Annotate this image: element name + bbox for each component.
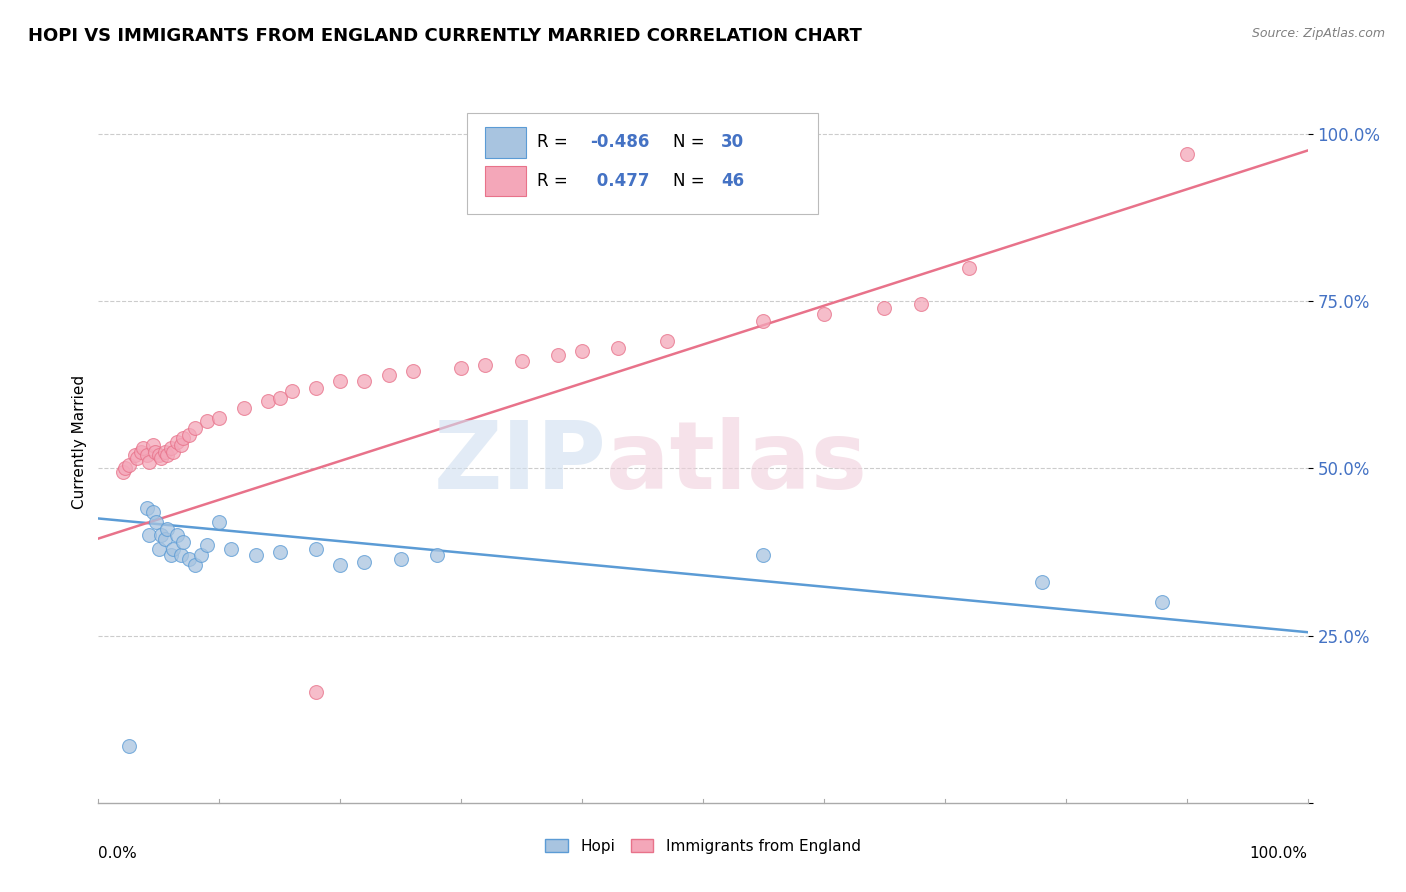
Point: [135, 448, 157, 462]
Point: [153, 444, 176, 458]
FancyBboxPatch shape: [485, 128, 526, 158]
Point: [910, 297, 932, 311]
Text: ZIP: ZIP: [433, 417, 606, 509]
Point: [957, 260, 980, 275]
Point: [813, 307, 835, 322]
Point: [195, 538, 218, 552]
Y-axis label: Currently Married: Currently Married: [72, 375, 87, 508]
Point: [135, 501, 157, 516]
Point: [256, 394, 278, 409]
Point: [426, 548, 449, 563]
Point: [208, 411, 231, 425]
Point: [873, 301, 896, 315]
Text: 100.0%: 100.0%: [1250, 847, 1308, 861]
Point: [127, 451, 149, 466]
Point: [752, 548, 775, 563]
Text: N =: N =: [672, 172, 704, 190]
Point: [169, 438, 191, 452]
Point: [269, 545, 291, 559]
FancyBboxPatch shape: [467, 112, 818, 214]
Text: N =: N =: [672, 134, 704, 152]
Point: [132, 442, 155, 455]
Text: Source: ZipAtlas.com: Source: ZipAtlas.com: [1251, 27, 1385, 40]
Point: [305, 541, 328, 556]
Text: 0.0%: 0.0%: [98, 847, 138, 861]
Point: [156, 448, 179, 462]
Text: -0.486: -0.486: [591, 134, 650, 152]
Point: [1152, 595, 1174, 609]
Point: [143, 444, 166, 458]
Point: [138, 528, 160, 542]
Text: HOPI VS IMMIGRANTS FROM ENGLAND CURRENTLY MARRIED CORRELATION CHART: HOPI VS IMMIGRANTS FROM ENGLAND CURRENTL…: [28, 27, 862, 45]
Point: [166, 528, 188, 542]
Point: [353, 555, 375, 569]
Point: [571, 344, 593, 359]
Point: [118, 458, 141, 472]
Point: [179, 427, 201, 442]
Point: [138, 455, 160, 469]
Text: R =: R =: [537, 134, 568, 152]
Point: [190, 548, 212, 563]
Point: [305, 381, 328, 395]
Point: [389, 551, 412, 566]
Point: [232, 401, 254, 416]
Point: [305, 685, 328, 699]
Point: [142, 505, 165, 519]
Point: [510, 354, 533, 368]
Point: [162, 444, 184, 458]
Point: [269, 391, 291, 405]
Text: 0.477: 0.477: [591, 172, 650, 190]
Point: [169, 548, 191, 563]
Point: [329, 558, 352, 573]
Point: [195, 414, 218, 429]
Point: [148, 541, 170, 556]
Point: [172, 534, 194, 549]
Point: [179, 551, 201, 566]
Point: [114, 461, 136, 475]
Point: [142, 438, 165, 452]
Point: [148, 448, 170, 462]
Point: [329, 375, 352, 389]
Point: [153, 532, 176, 546]
Point: [655, 334, 678, 349]
Point: [184, 421, 207, 435]
Point: [752, 314, 775, 328]
Point: [162, 541, 184, 556]
Text: 30: 30: [721, 134, 744, 152]
Point: [160, 548, 183, 563]
Point: [145, 515, 167, 529]
Point: [402, 364, 425, 378]
Point: [208, 515, 231, 529]
Point: [150, 528, 173, 542]
Point: [547, 348, 569, 362]
Point: [160, 442, 183, 455]
Point: [353, 375, 375, 389]
Point: [281, 384, 304, 399]
Point: [377, 368, 399, 382]
Point: [166, 434, 188, 449]
Point: [129, 444, 152, 458]
Text: 46: 46: [721, 172, 744, 190]
Point: [118, 739, 141, 753]
Point: [184, 558, 207, 573]
Legend: Hopi, Immigrants from England: Hopi, Immigrants from England: [538, 833, 868, 860]
Point: [607, 341, 630, 355]
Point: [172, 431, 194, 445]
Point: [221, 541, 243, 556]
Point: [156, 521, 179, 535]
FancyBboxPatch shape: [485, 166, 526, 196]
Point: [450, 361, 472, 376]
Point: [245, 548, 267, 563]
Point: [1175, 147, 1198, 161]
Point: [1031, 575, 1053, 590]
Point: [150, 451, 173, 466]
Point: [474, 358, 496, 372]
Text: R =: R =: [537, 172, 568, 190]
Text: atlas: atlas: [606, 417, 868, 509]
Point: [124, 448, 146, 462]
Point: [111, 465, 134, 479]
